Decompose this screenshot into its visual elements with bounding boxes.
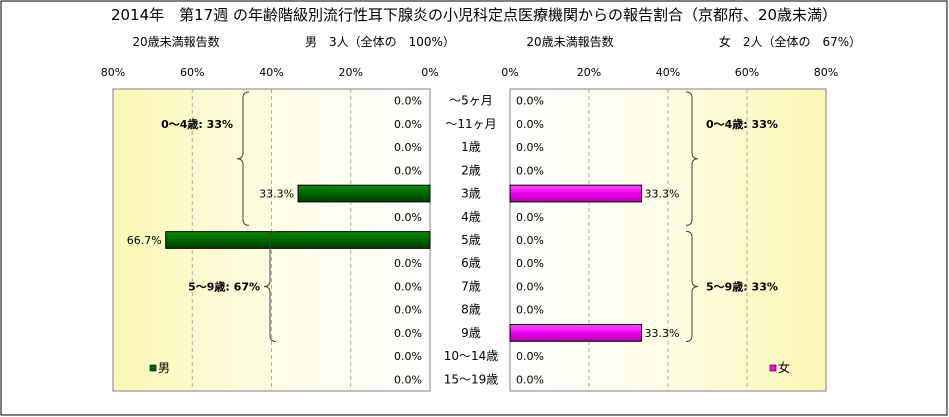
category-label: 2歳 bbox=[461, 163, 481, 177]
female-bar bbox=[509, 324, 643, 342]
female-value-label: 0.0% bbox=[516, 141, 544, 154]
category-label: 3歳 bbox=[461, 187, 481, 201]
category-label: 10～14歳 bbox=[444, 349, 499, 363]
male-value-label: 0.0% bbox=[394, 164, 422, 177]
male-value-label: 0.0% bbox=[394, 95, 422, 108]
category-label: 5歳 bbox=[461, 233, 481, 247]
right-x-tick-label: 80% bbox=[814, 66, 838, 79]
category-label: 8歳 bbox=[461, 303, 481, 317]
category-label: 15～19歳 bbox=[444, 372, 499, 386]
female-value-label: 0.0% bbox=[516, 350, 544, 363]
group-brace bbox=[236, 91, 250, 226]
right-caption: 20歳未満報告数 bbox=[526, 34, 613, 49]
left-x-tick-label: 60% bbox=[180, 66, 204, 79]
female-value-label: 0.0% bbox=[516, 95, 544, 108]
right-summary: 女 2人（全体の 67%） bbox=[719, 34, 861, 49]
male-value-label: 33.3% bbox=[259, 188, 294, 201]
right-x-tick-label: 60% bbox=[735, 66, 759, 79]
category-label: ～11ヶ月 bbox=[445, 117, 496, 131]
male-value-label: 0.0% bbox=[394, 327, 422, 340]
male-bar bbox=[165, 231, 431, 249]
female-legend-label: 女 bbox=[778, 360, 790, 375]
legend-layer: 男女 bbox=[149, 360, 790, 375]
female-value-label: 0.0% bbox=[516, 234, 544, 247]
left-x-tick-label: 40% bbox=[259, 66, 283, 79]
female-value-label: 0.0% bbox=[516, 164, 544, 177]
female-value-label: 33.3% bbox=[645, 327, 680, 340]
left-x-tick-label: 0% bbox=[421, 66, 438, 79]
category-label: 7歳 bbox=[461, 279, 481, 293]
male-age-group-annotation: 0～4歳: 33% bbox=[161, 117, 233, 131]
male-value-label: 0.0% bbox=[394, 141, 422, 154]
male-value-label: 0.0% bbox=[394, 211, 422, 224]
category-label: 9歳 bbox=[461, 326, 481, 340]
male-value-label: 0.0% bbox=[394, 350, 422, 363]
right-x-tick-label: 40% bbox=[656, 66, 680, 79]
label-layer: ～5ヶ月 ～11ヶ月 1歳 2歳 3歳 4歳 5歳 6歳 7歳 8歳 9歳 10～14歳 15～19歳 0… bbox=[127, 94, 680, 387]
male-legend-label: 男 bbox=[158, 361, 170, 375]
male-value-label: 0.0% bbox=[394, 373, 422, 386]
female-value-label: 0.0% bbox=[516, 211, 544, 224]
male-legend-swatch bbox=[149, 364, 157, 372]
right-x-tick-label: 20% bbox=[577, 66, 601, 79]
category-label: ～5ヶ月 bbox=[449, 94, 493, 108]
male-value-label: 66.7% bbox=[127, 234, 162, 247]
category-label: 1歳 bbox=[461, 140, 481, 154]
group-brace bbox=[263, 230, 277, 343]
female-age-group-annotation: 5～9歳: 33% bbox=[706, 279, 778, 293]
left-x-tick-label: 80% bbox=[101, 66, 125, 79]
left-summary: 男 3人（全体の 100%） bbox=[305, 34, 455, 49]
male-value-label: 0.0% bbox=[394, 280, 422, 293]
axis-layer: 80% 60% 40% 20% 0% 0% 20% 40% 60% 80% bbox=[101, 66, 838, 79]
female-value-label: 0.0% bbox=[516, 280, 544, 293]
female-value-label: 0.0% bbox=[516, 373, 544, 386]
bar-layer bbox=[165, 184, 643, 342]
male-age-group-annotation: 5～9歳: 67% bbox=[188, 279, 260, 293]
male-value-label: 0.0% bbox=[394, 257, 422, 270]
female-bar bbox=[509, 184, 643, 203]
male-bar bbox=[297, 184, 431, 203]
male-value-label: 0.0% bbox=[394, 304, 422, 317]
chart-title: 2014年 第17週 の年齢階級別流行性耳下腺炎の小児科定点医療機関からの報告割… bbox=[111, 6, 837, 24]
female-legend-swatch bbox=[769, 364, 777, 372]
category-label: 4歳 bbox=[461, 210, 481, 224]
right-x-tick-label: 0% bbox=[501, 66, 518, 79]
annotation-layer: 0～4歳: 33% 5～9歳: 67% 0～4歳: 33% 5～9歳: 33% bbox=[161, 91, 778, 343]
group-brace bbox=[685, 230, 699, 343]
left-x-tick-label: 20% bbox=[339, 66, 363, 79]
female-value-label: 0.0% bbox=[516, 118, 544, 131]
category-label: 6歳 bbox=[461, 256, 481, 270]
female-value-label: 0.0% bbox=[516, 257, 544, 270]
group-brace bbox=[685, 91, 699, 226]
female-value-label: 0.0% bbox=[516, 304, 544, 317]
female-value-label: 33.3% bbox=[645, 188, 680, 201]
female-age-group-annotation: 0～4歳: 33% bbox=[706, 117, 778, 131]
male-value-label: 0.0% bbox=[394, 118, 422, 131]
left-caption: 20歳未満報告数 bbox=[132, 34, 219, 49]
